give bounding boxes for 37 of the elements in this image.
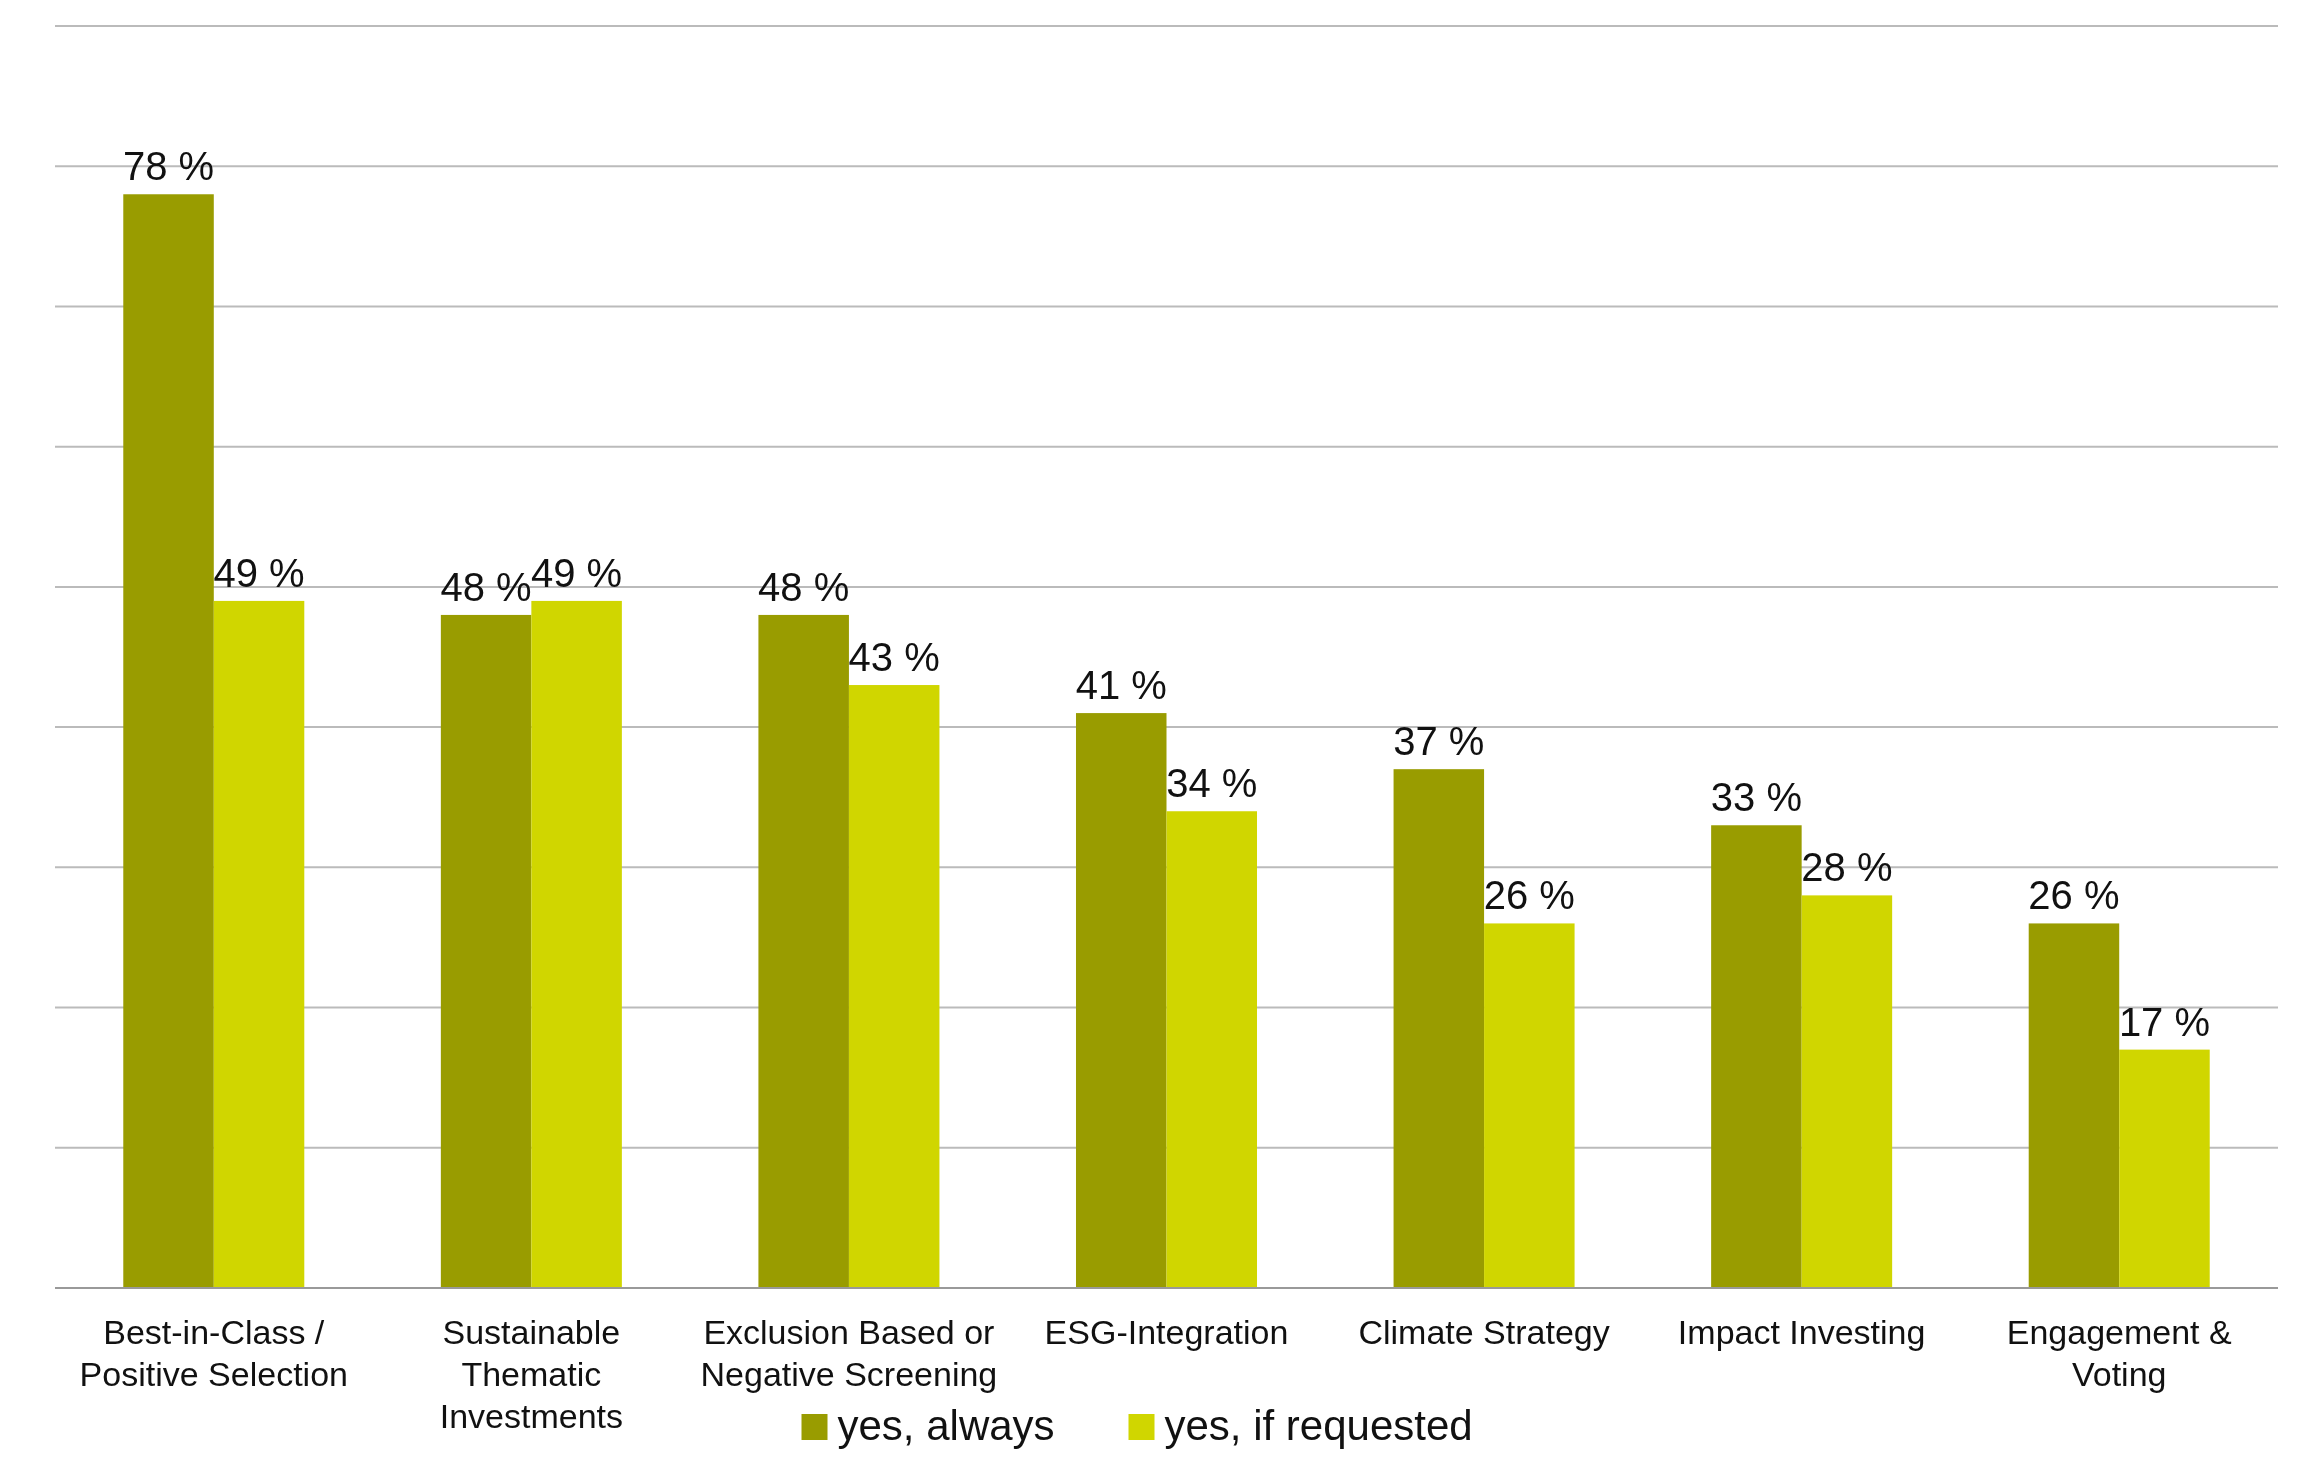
legend-label: yes, if requested	[1164, 1402, 1473, 1449]
data-label: 17 %	[2118, 999, 2211, 1044]
legend-label: yes, always	[837, 1402, 1055, 1449]
x-tick-label: Impact Investing	[1677, 1313, 1926, 1351]
x-tick-label: ESG-Integration	[1044, 1313, 1289, 1351]
x-tick-label: Best-in-Class / Positive Selection	[79, 1313, 348, 1393]
bar	[123, 194, 214, 1288]
x-tick-label: Exclusion Based or Negative Screening	[700, 1313, 998, 1393]
data-label: 28 %	[1801, 845, 1893, 890]
bar	[1393, 769, 1485, 1288]
bar	[1801, 895, 1893, 1288]
bar	[1711, 825, 1802, 1288]
x-tick-label: Engagement & Voting	[2006, 1313, 2232, 1393]
data-label: 26 %	[2028, 873, 2120, 918]
bar	[213, 600, 305, 1288]
bar	[1075, 713, 1167, 1288]
data-label: 78 %	[122, 144, 215, 189]
bar	[440, 614, 532, 1288]
bar	[758, 614, 849, 1288]
bar	[1166, 811, 1258, 1288]
bar	[531, 600, 622, 1288]
x-tick-label: Sustainable Thematic Investments	[439, 1313, 624, 1435]
data-label: 49 %	[213, 550, 305, 595]
data-label: 48 %	[758, 564, 850, 609]
bar	[1484, 923, 1575, 1288]
data-label: 41 %	[1075, 663, 1167, 708]
data-label: 43 %	[848, 635, 940, 680]
data-label: 49 %	[531, 550, 623, 595]
bar	[848, 685, 940, 1288]
bar	[2119, 1049, 2210, 1288]
data-label: 34 %	[1166, 761, 1258, 806]
data-label: 37 %	[1393, 719, 1485, 764]
data-label: 48 %	[440, 564, 532, 609]
x-tick-label: Climate Strategy	[1358, 1313, 1610, 1351]
data-label: 33 %	[1710, 775, 1802, 820]
data-label: 26 %	[1483, 873, 1575, 918]
bar	[2028, 923, 2120, 1288]
